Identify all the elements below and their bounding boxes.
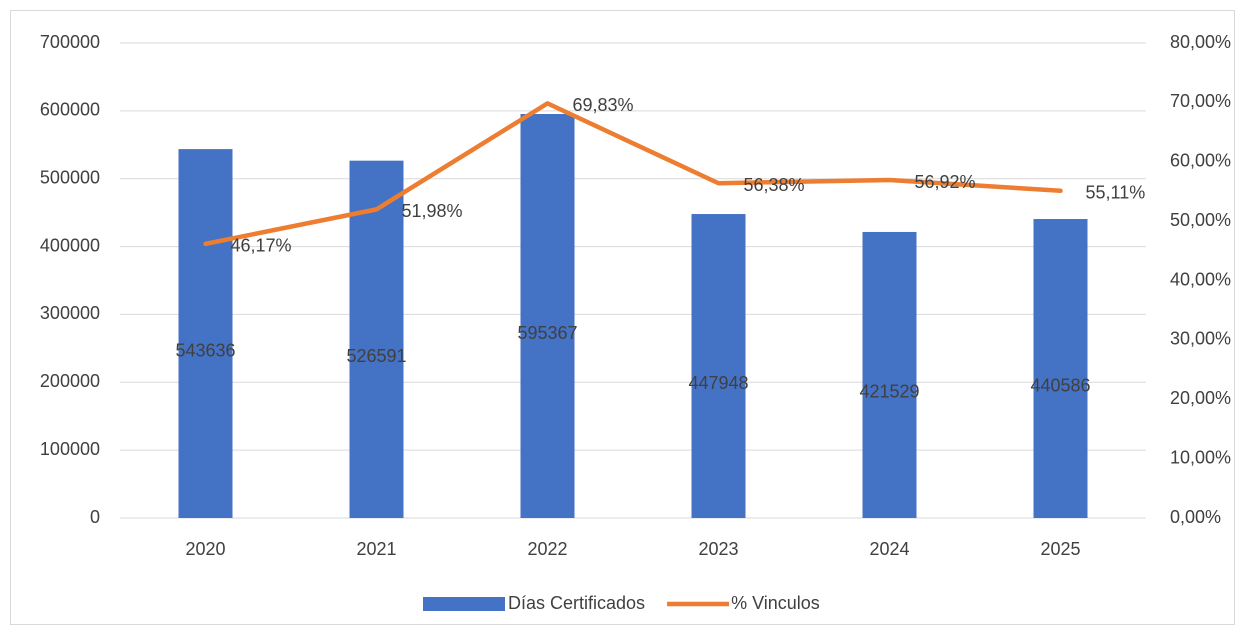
- data-label: 69,83%: [573, 95, 634, 115]
- y2-tick-label: 0,00%: [1170, 507, 1221, 527]
- x-tick-label: 2022: [527, 539, 567, 559]
- bar: [178, 149, 233, 519]
- y-tick-label: 600000: [40, 100, 100, 120]
- y2-tick-label: 20,00%: [1170, 388, 1231, 408]
- data-label: 56,92%: [915, 172, 976, 192]
- bar: [520, 114, 575, 518]
- data-label: 595367: [517, 323, 577, 343]
- bar: [349, 160, 404, 518]
- data-label: 55,11%: [1086, 183, 1146, 203]
- data-label: 440586: [1030, 375, 1090, 395]
- x-tick-label: 2023: [698, 539, 738, 559]
- bar: [1033, 219, 1088, 518]
- x-tick-label: 2020: [185, 539, 225, 559]
- y-tick-label: 500000: [40, 167, 100, 187]
- y2-tick-label: 10,00%: [1170, 447, 1231, 467]
- y-tick-label: 300000: [40, 303, 100, 323]
- y2-tick-label: 50,00%: [1170, 210, 1231, 230]
- y-tick-label: 0: [90, 507, 100, 527]
- legend-label: Días Certificados: [508, 593, 645, 613]
- y2-tick-label: 60,00%: [1170, 151, 1231, 171]
- y-tick-label: 100000: [40, 439, 100, 459]
- bar: [691, 214, 746, 518]
- line: [203, 101, 1063, 247]
- legend-swatch: [423, 597, 505, 611]
- x-tick-label: 2021: [356, 539, 396, 559]
- legend-label: % Vinculos: [731, 593, 820, 613]
- data-label: 543636: [175, 340, 235, 360]
- data-label: 447948: [688, 373, 748, 393]
- data-label: 56,38%: [744, 175, 805, 195]
- y2-tick-label: 30,00%: [1170, 329, 1231, 349]
- y-tick-label: 200000: [40, 371, 100, 391]
- x-tick-label: 2025: [1040, 539, 1080, 559]
- data-label: 46,17%: [231, 236, 292, 256]
- bar: [862, 231, 917, 518]
- y-tick-label: 700000: [40, 32, 100, 52]
- y2-tick-label: 40,00%: [1170, 269, 1231, 289]
- y-tick-label: 400000: [40, 235, 100, 255]
- data-label: 526591: [346, 346, 406, 366]
- x-tick-label: 2024: [869, 539, 909, 559]
- data-label: 421529: [859, 382, 919, 402]
- y2-tick-label: 80,00%: [1170, 32, 1231, 52]
- y2-tick-label: 70,00%: [1170, 91, 1231, 111]
- data-label: 51,98%: [402, 201, 463, 221]
